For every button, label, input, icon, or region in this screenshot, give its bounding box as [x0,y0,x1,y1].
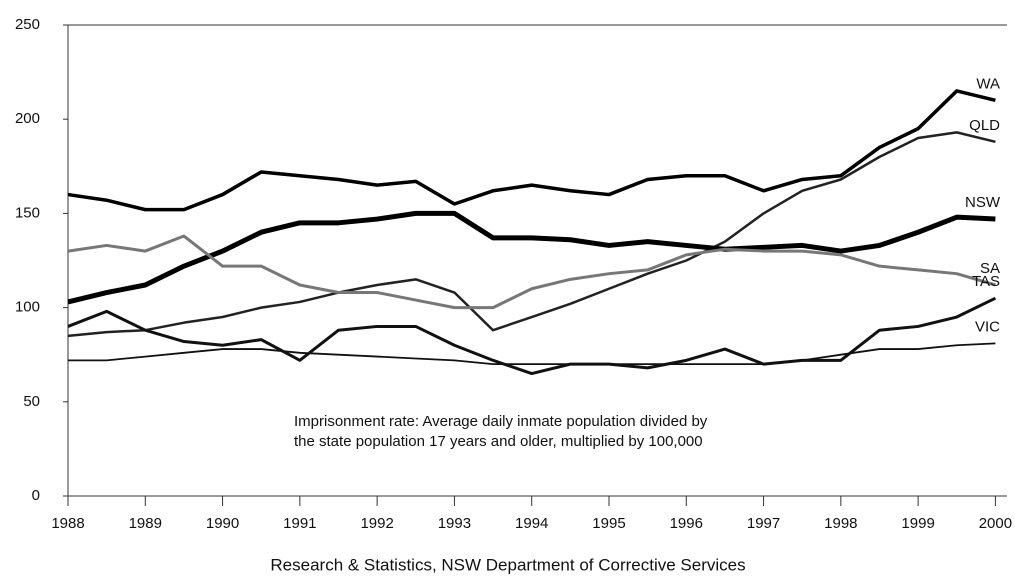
series-line [67,210,996,305]
series-label: SA [980,260,1000,277]
series-line [67,296,997,376]
y-tick-label: 50 [23,393,40,410]
x-tick-label: 1995 [592,515,625,532]
series-line [67,131,996,338]
y-tick-label: 100 [15,299,40,316]
y-tick-label: 250 [15,16,40,33]
x-tick-label: 1991 [283,515,316,532]
x-tick-label: 1994 [515,515,548,532]
annotation: Imprisonment rate: Average daily inmate … [294,413,708,430]
annotation: the state population 17 years and older,… [294,433,703,450]
x-tick-label: 1999 [901,515,934,532]
x-tick-label: 1990 [206,515,239,532]
series-label: TAS [972,273,1000,290]
x-tick-label: 1996 [670,515,703,532]
x-tick-label: 1992 [360,515,393,532]
series-line [67,234,996,310]
series-label: QLD [969,117,1000,134]
series-line [67,89,996,212]
series-label: VIC [975,318,1000,335]
y-tick-label: 150 [15,204,40,221]
footer: Research & Statistics, NSW Department of… [270,555,745,574]
series-line [68,342,996,366]
x-tick-label: 1998 [824,515,857,532]
y-tick-label: 0 [32,487,40,504]
y-tick-label: 200 [15,110,40,127]
x-tick-label: 1993 [438,515,471,532]
x-tick-label: 1989 [129,515,162,532]
series-label: NSW [965,194,1001,211]
series-label: WA [976,75,1000,92]
x-tick-label: 1988 [51,515,84,532]
x-tick-label: 1997 [747,515,780,532]
x-tick-label: 2000 [979,515,1012,532]
